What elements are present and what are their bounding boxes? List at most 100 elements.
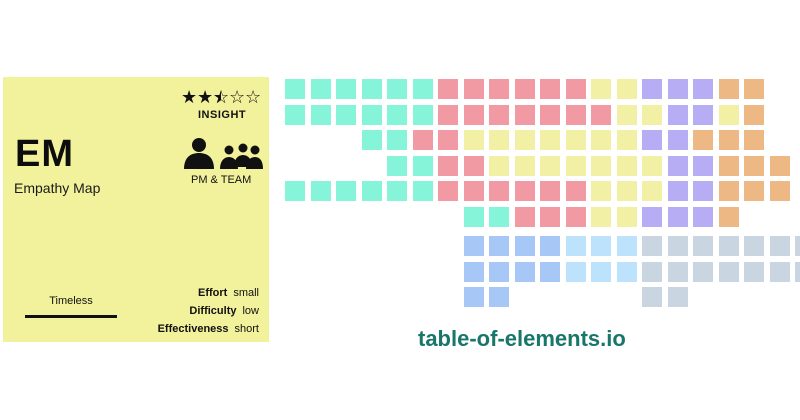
element-cell[interactable] (361, 79, 382, 99)
element-cell[interactable] (642, 155, 662, 176)
element-cell[interactable] (769, 181, 790, 201)
element-cell[interactable] (489, 236, 509, 256)
element-cell[interactable] (591, 79, 611, 99)
element-cell[interactable] (795, 261, 800, 282)
element-cell[interactable] (514, 79, 535, 99)
element-cell[interactable] (642, 104, 662, 125)
element-cell[interactable] (667, 79, 688, 99)
element-cell[interactable] (718, 236, 739, 256)
element-cell[interactable] (540, 206, 560, 227)
element-cell[interactable] (387, 181, 407, 201)
element-cell[interactable] (336, 104, 356, 125)
element-cell[interactable] (463, 104, 484, 125)
element-cell[interactable] (463, 236, 484, 256)
element-cell[interactable] (361, 181, 382, 201)
element-cell[interactable] (667, 104, 688, 125)
element-cell[interactable] (463, 181, 484, 201)
element-cell[interactable] (387, 155, 407, 176)
element-cell[interactable] (616, 155, 637, 176)
element-cell[interactable] (412, 79, 433, 99)
element-cell[interactable] (310, 181, 331, 201)
element-cell[interactable] (565, 261, 586, 282)
element-cell[interactable] (693, 155, 713, 176)
element-cell[interactable] (489, 181, 509, 201)
element-cell[interactable] (667, 206, 688, 227)
element-cell[interactable] (642, 79, 662, 99)
element-cell[interactable] (744, 130, 764, 150)
element-cell[interactable] (769, 261, 790, 282)
element-cell[interactable] (310, 104, 331, 125)
element-cell[interactable] (489, 206, 509, 227)
element-cell[interactable] (591, 206, 611, 227)
element-cell[interactable] (591, 104, 611, 125)
element-cell[interactable] (744, 155, 764, 176)
element-cell[interactable] (642, 287, 662, 307)
element-cell[interactable] (642, 206, 662, 227)
element-cell[interactable] (718, 104, 739, 125)
element-cell[interactable] (540, 155, 560, 176)
element-cell[interactable] (463, 287, 484, 307)
element-cell[interactable] (744, 79, 764, 99)
element-cell[interactable] (667, 155, 688, 176)
element-cell[interactable] (463, 261, 484, 282)
element-cell[interactable] (565, 155, 586, 176)
element-cell[interactable] (489, 261, 509, 282)
element-cell[interactable] (667, 236, 688, 256)
element-cell[interactable] (540, 181, 560, 201)
element-cell[interactable] (285, 79, 305, 99)
element-cell[interactable] (565, 130, 586, 150)
element-cell[interactable] (438, 130, 458, 150)
element-cell[interactable] (361, 104, 382, 125)
element-cell[interactable] (718, 206, 739, 227)
element-cell[interactable] (336, 181, 356, 201)
element-cell[interactable] (693, 130, 713, 150)
element-cell[interactable] (361, 130, 382, 150)
method-card[interactable]: EM Empathy Map ★★☆★☆☆ INSIGHT PM & TEAM … (3, 77, 269, 342)
element-cell[interactable] (412, 155, 433, 176)
element-cell[interactable] (540, 79, 560, 99)
element-cell[interactable] (514, 130, 535, 150)
element-cell[interactable] (616, 104, 637, 125)
element-cell[interactable] (463, 79, 484, 99)
element-cell[interactable] (540, 261, 560, 282)
element-cell[interactable] (489, 79, 509, 99)
element-cell[interactable] (565, 206, 586, 227)
element-cell[interactable] (591, 261, 611, 282)
element-cell[interactable] (412, 104, 433, 125)
element-cell[interactable] (514, 236, 535, 256)
element-cell[interactable] (565, 236, 586, 256)
element-cell[interactable] (336, 79, 356, 99)
element-cell[interactable] (285, 181, 305, 201)
element-cell[interactable] (565, 181, 586, 201)
element-cell[interactable] (591, 130, 611, 150)
element-cell[interactable] (667, 181, 688, 201)
element-cell[interactable] (616, 206, 637, 227)
element-cell[interactable] (744, 181, 764, 201)
element-cell[interactable] (616, 181, 637, 201)
element-cell[interactable] (616, 79, 637, 99)
element-cell[interactable] (489, 130, 509, 150)
element-cell[interactable] (514, 181, 535, 201)
element-cell[interactable] (438, 104, 458, 125)
element-cell[interactable] (540, 130, 560, 150)
element-cell[interactable] (438, 181, 458, 201)
element-cell[interactable] (463, 206, 484, 227)
element-cell[interactable] (718, 181, 739, 201)
element-cell[interactable] (514, 155, 535, 176)
element-cell[interactable] (387, 130, 407, 150)
element-cell[interactable] (744, 104, 764, 125)
element-cell[interactable] (463, 155, 484, 176)
element-cell[interactable] (591, 236, 611, 256)
element-cell[interactable] (310, 79, 331, 99)
element-cell[interactable] (744, 261, 764, 282)
brand-url[interactable]: table-of-elements.io (418, 326, 626, 351)
element-cell[interactable] (693, 206, 713, 227)
element-cell[interactable] (667, 287, 688, 307)
element-cell[interactable] (616, 261, 637, 282)
element-cell[interactable] (667, 261, 688, 282)
element-cell[interactable] (438, 79, 458, 99)
element-cell[interactable] (795, 236, 800, 256)
element-cell[interactable] (489, 155, 509, 176)
element-cell[interactable] (540, 236, 560, 256)
element-cell[interactable] (387, 79, 407, 99)
